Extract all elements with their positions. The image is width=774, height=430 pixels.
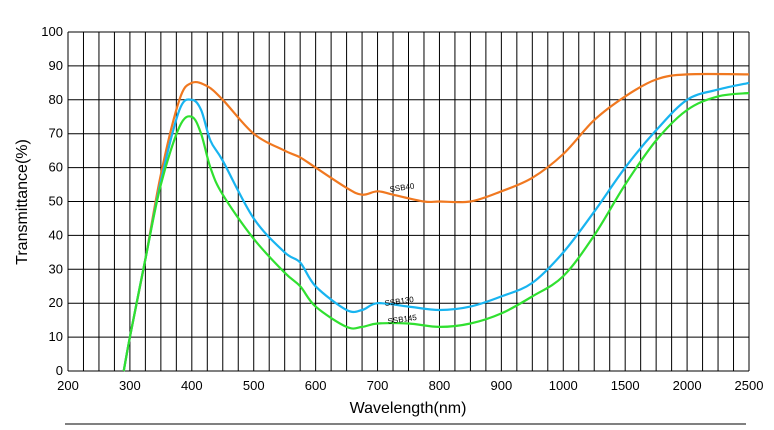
x-tick-label: 1000 bbox=[549, 378, 578, 393]
x-tick-label: 2500 bbox=[735, 378, 764, 393]
chart-grid bbox=[67, 31, 750, 372]
x-tick-label: 600 bbox=[305, 378, 327, 393]
series-label-ssb145: SSB145 bbox=[387, 313, 418, 326]
series-line-ssb40 bbox=[122, 72, 750, 372]
x-axis-ticks: 200 300 400 500 600 700 800 900 1000 1500 2000 2500 bbox=[57, 378, 763, 393]
x-tick-label: 900 bbox=[491, 378, 513, 393]
series-labels: SSB40 SSB130 SSB145 bbox=[384, 182, 418, 326]
x-axis-title: Wavelength(nm) bbox=[350, 400, 467, 417]
y-tick-label: 90 bbox=[49, 58, 63, 73]
y-tick-label: 80 bbox=[49, 92, 63, 107]
x-tick-label: 1500 bbox=[611, 378, 640, 393]
x-tick-label: 300 bbox=[119, 378, 141, 393]
x-tick-label: 700 bbox=[367, 378, 389, 393]
y-tick-label: 100 bbox=[41, 24, 63, 39]
x-tick-label: 800 bbox=[429, 378, 451, 393]
y-tick-label: 20 bbox=[49, 295, 63, 310]
series-line-ssb130 bbox=[122, 81, 750, 372]
x-tick-label: 2000 bbox=[673, 378, 702, 393]
series-lines bbox=[122, 72, 750, 372]
y-tick-label: 50 bbox=[49, 194, 63, 209]
y-tick-label: 70 bbox=[49, 126, 63, 141]
x-tick-label: 500 bbox=[243, 378, 265, 393]
series-label-ssb40: SSB40 bbox=[389, 182, 415, 194]
series-label-ssb130: SSB130 bbox=[384, 295, 415, 308]
series-line-ssb145 bbox=[122, 91, 750, 372]
y-tick-label: 10 bbox=[49, 329, 63, 344]
y-tick-label: 30 bbox=[49, 261, 63, 276]
x-tick-label: 200 bbox=[57, 378, 79, 393]
y-axis-title: Transmittance(%) bbox=[14, 139, 31, 265]
y-tick-label: 0 bbox=[56, 363, 63, 378]
y-tick-label: 60 bbox=[49, 160, 63, 175]
x-tick-label: 400 bbox=[181, 378, 203, 393]
y-tick-label: 40 bbox=[49, 227, 63, 242]
y-axis-ticks: 0 10 20 30 40 50 60 70 80 90 100 bbox=[41, 24, 63, 378]
